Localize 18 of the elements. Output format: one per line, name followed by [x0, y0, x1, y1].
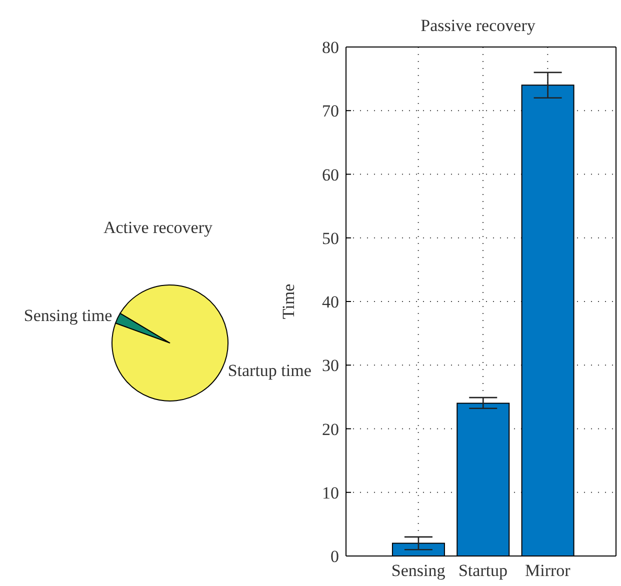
slice-label: Startup time — [228, 360, 312, 380]
y-tick-label: 10 — [322, 483, 339, 502]
chart-title: Passive recovery — [420, 16, 536, 36]
y-tick-label: 40 — [322, 292, 339, 312]
slice-label: Sensing time — [24, 306, 112, 326]
y-tick-label: 0 — [330, 547, 339, 566]
y-tick-label: 80 — [322, 38, 339, 58]
y-tick-label: 50 — [322, 228, 339, 248]
x-tick-label: Startup — [458, 561, 508, 580]
y-tick-label: 20 — [322, 420, 339, 439]
chart-title: Active recovery — [102, 218, 214, 238]
y-tick-label: 70 — [322, 102, 339, 121]
x-tick-label: Sensing — [391, 561, 446, 580]
y-tick-label: 60 — [322, 165, 339, 184]
y-axis-title: Time — [279, 284, 298, 320]
y-tick-label: 30 — [322, 356, 339, 376]
pie-slice — [112, 284, 228, 402]
x-tick-label: Mirror — [525, 561, 571, 580]
